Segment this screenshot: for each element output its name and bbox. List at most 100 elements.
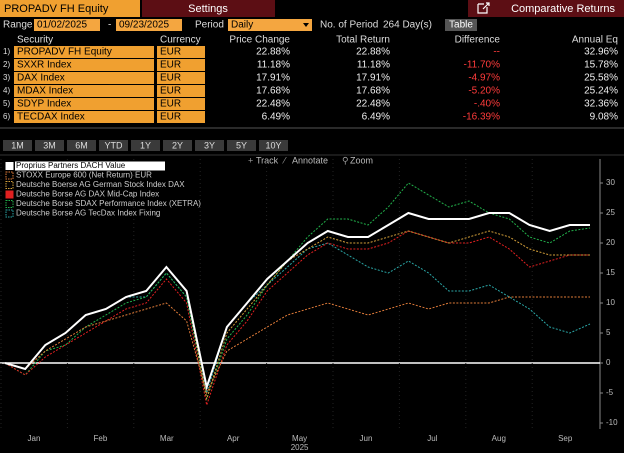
security-cell[interactable]	[14, 111, 154, 123]
table-cell: 32.36%	[584, 99, 618, 110]
legend-label: Proprius Partners DACH Value	[16, 161, 126, 170]
security-cell[interactable]	[14, 59, 154, 71]
security-cell[interactable]	[14, 72, 154, 84]
y-tick-label: 20	[606, 238, 615, 247]
y-tick-label: 15	[606, 268, 615, 277]
x-tick-label: Jun	[360, 434, 373, 443]
end-date-field[interactable]	[116, 19, 182, 31]
range-tab[interactable]	[195, 140, 224, 151]
range-tab[interactable]	[99, 140, 128, 151]
x-tick-label: Jul	[427, 434, 437, 443]
security-cell[interactable]	[14, 85, 154, 97]
legend-label: Deutsche Borse AG TecDax Index Fixing	[16, 209, 160, 218]
column-header: Security	[17, 35, 53, 46]
currency-cell[interactable]	[157, 72, 205, 84]
toolbar-item[interactable]: Zoom	[350, 155, 373, 165]
currency-cell[interactable]	[157, 98, 205, 110]
table-cell: 22.88%	[256, 47, 290, 58]
legend-swatch	[5, 209, 14, 218]
table-cell: -5.20%	[468, 86, 500, 97]
legend-swatch	[5, 200, 14, 208]
table-cell: -16.39%	[463, 112, 500, 123]
table-cell: 25.24%	[584, 86, 618, 97]
table-cell: SDYP Index	[17, 99, 71, 110]
security-cell[interactable]	[14, 98, 154, 110]
toolbar-icon: +	[248, 155, 253, 165]
row-number: 2)	[3, 60, 10, 69]
series-line	[4, 230, 590, 407]
toolbar-item[interactable]: Annotate	[292, 155, 328, 165]
range-separator: -	[108, 20, 111, 31]
table-cell: 22.48%	[256, 99, 290, 110]
table-button[interactable]	[445, 19, 477, 31]
period: Daily	[231, 20, 253, 31]
table-cell: 11.18%	[357, 60, 390, 71]
column-header: Price Change	[229, 35, 290, 46]
series-line	[4, 211, 590, 391]
range-tab-label: 2Y	[172, 140, 183, 150]
periods: 264 Day(s)	[383, 20, 432, 31]
period-label: Period	[195, 20, 224, 31]
x-tick-label: Feb	[94, 434, 108, 443]
legend-label: Deutsche Borse AG DAX Mid-Cap Index	[16, 190, 159, 199]
x-tick-label: Aug	[492, 434, 506, 443]
range-tab[interactable]	[163, 140, 192, 151]
range-tab-label: 10Y	[265, 140, 281, 150]
table-cell: 17.68%	[256, 86, 290, 97]
range-tab[interactable]	[3, 140, 32, 151]
table-cell: 17.68%	[356, 86, 390, 97]
security-box[interactable]	[0, 0, 140, 17]
currency-cell[interactable]	[157, 111, 205, 123]
settings-tab[interactable]	[142, 0, 275, 17]
currency-cell[interactable]	[157, 46, 205, 58]
legend-label: Deutsche Borse SDAX Performance Index (X…	[16, 199, 201, 208]
legend-label: STOXX Europe 600 (Net Return) EUR	[16, 171, 152, 180]
x-tick-label: Mar	[160, 434, 174, 443]
x-tick-label: Jan	[28, 434, 41, 443]
currency-cell[interactable]	[157, 59, 205, 71]
function-title: Comparative Returns	[511, 3, 615, 15]
range-tab[interactable]	[35, 140, 64, 151]
legend-label: Deutsche Boerse AG German Stock Index DA…	[16, 180, 185, 189]
table-cell: 22.48%	[356, 99, 390, 110]
series-line	[4, 296, 590, 395]
range-tab[interactable]	[227, 140, 256, 151]
x-tick-label: Apr	[227, 434, 240, 443]
toolbar-icon: ⚲	[342, 155, 349, 165]
range-tab[interactable]	[131, 140, 160, 151]
row-number: 6)	[3, 112, 10, 121]
x-axis-label: 2025	[291, 443, 309, 452]
range-tab[interactable]	[259, 140, 288, 151]
range-label: Range	[3, 20, 33, 31]
table-cell: --	[493, 47, 500, 58]
range-tab-label: 5Y	[236, 140, 247, 150]
legend-swatch	[5, 181, 14, 189]
table-cell: 6.49%	[262, 112, 290, 123]
range-tab[interactable]	[67, 140, 96, 151]
y-tick-label: -5	[606, 388, 614, 397]
toolbar-item[interactable]: Track	[256, 155, 279, 165]
security-cell[interactable]	[14, 46, 154, 58]
legend-highlight	[15, 161, 165, 171]
column-header: Total Return	[336, 35, 390, 46]
legend-swatch	[5, 190, 14, 199]
table-cell: SXXR Index	[17, 60, 71, 71]
start-date-field[interactable]	[34, 19, 100, 31]
table-cell: 9.08%	[590, 112, 618, 123]
table-cell: DAX Index	[17, 73, 65, 84]
table-cell: EUR	[160, 86, 181, 97]
end-date: 09/23/2025	[119, 20, 169, 31]
table-button-label: Table	[449, 20, 473, 31]
export-icon	[477, 2, 490, 14]
range-tab-label: 3Y	[204, 140, 215, 150]
table-cell: PROPADV FH Equity	[17, 47, 112, 58]
column-header: Currency	[160, 35, 201, 46]
currency-cell[interactable]	[157, 85, 205, 97]
row-number: 4)	[3, 86, 10, 95]
title-tab[interactable]	[468, 0, 624, 17]
period-dropdown[interactable]	[228, 19, 312, 31]
range-tab-label: 1M	[11, 140, 24, 150]
y-tick-label: 25	[606, 208, 615, 217]
table-cell: 22.88%	[356, 47, 390, 58]
range-tab-label: 6M	[75, 140, 88, 150]
